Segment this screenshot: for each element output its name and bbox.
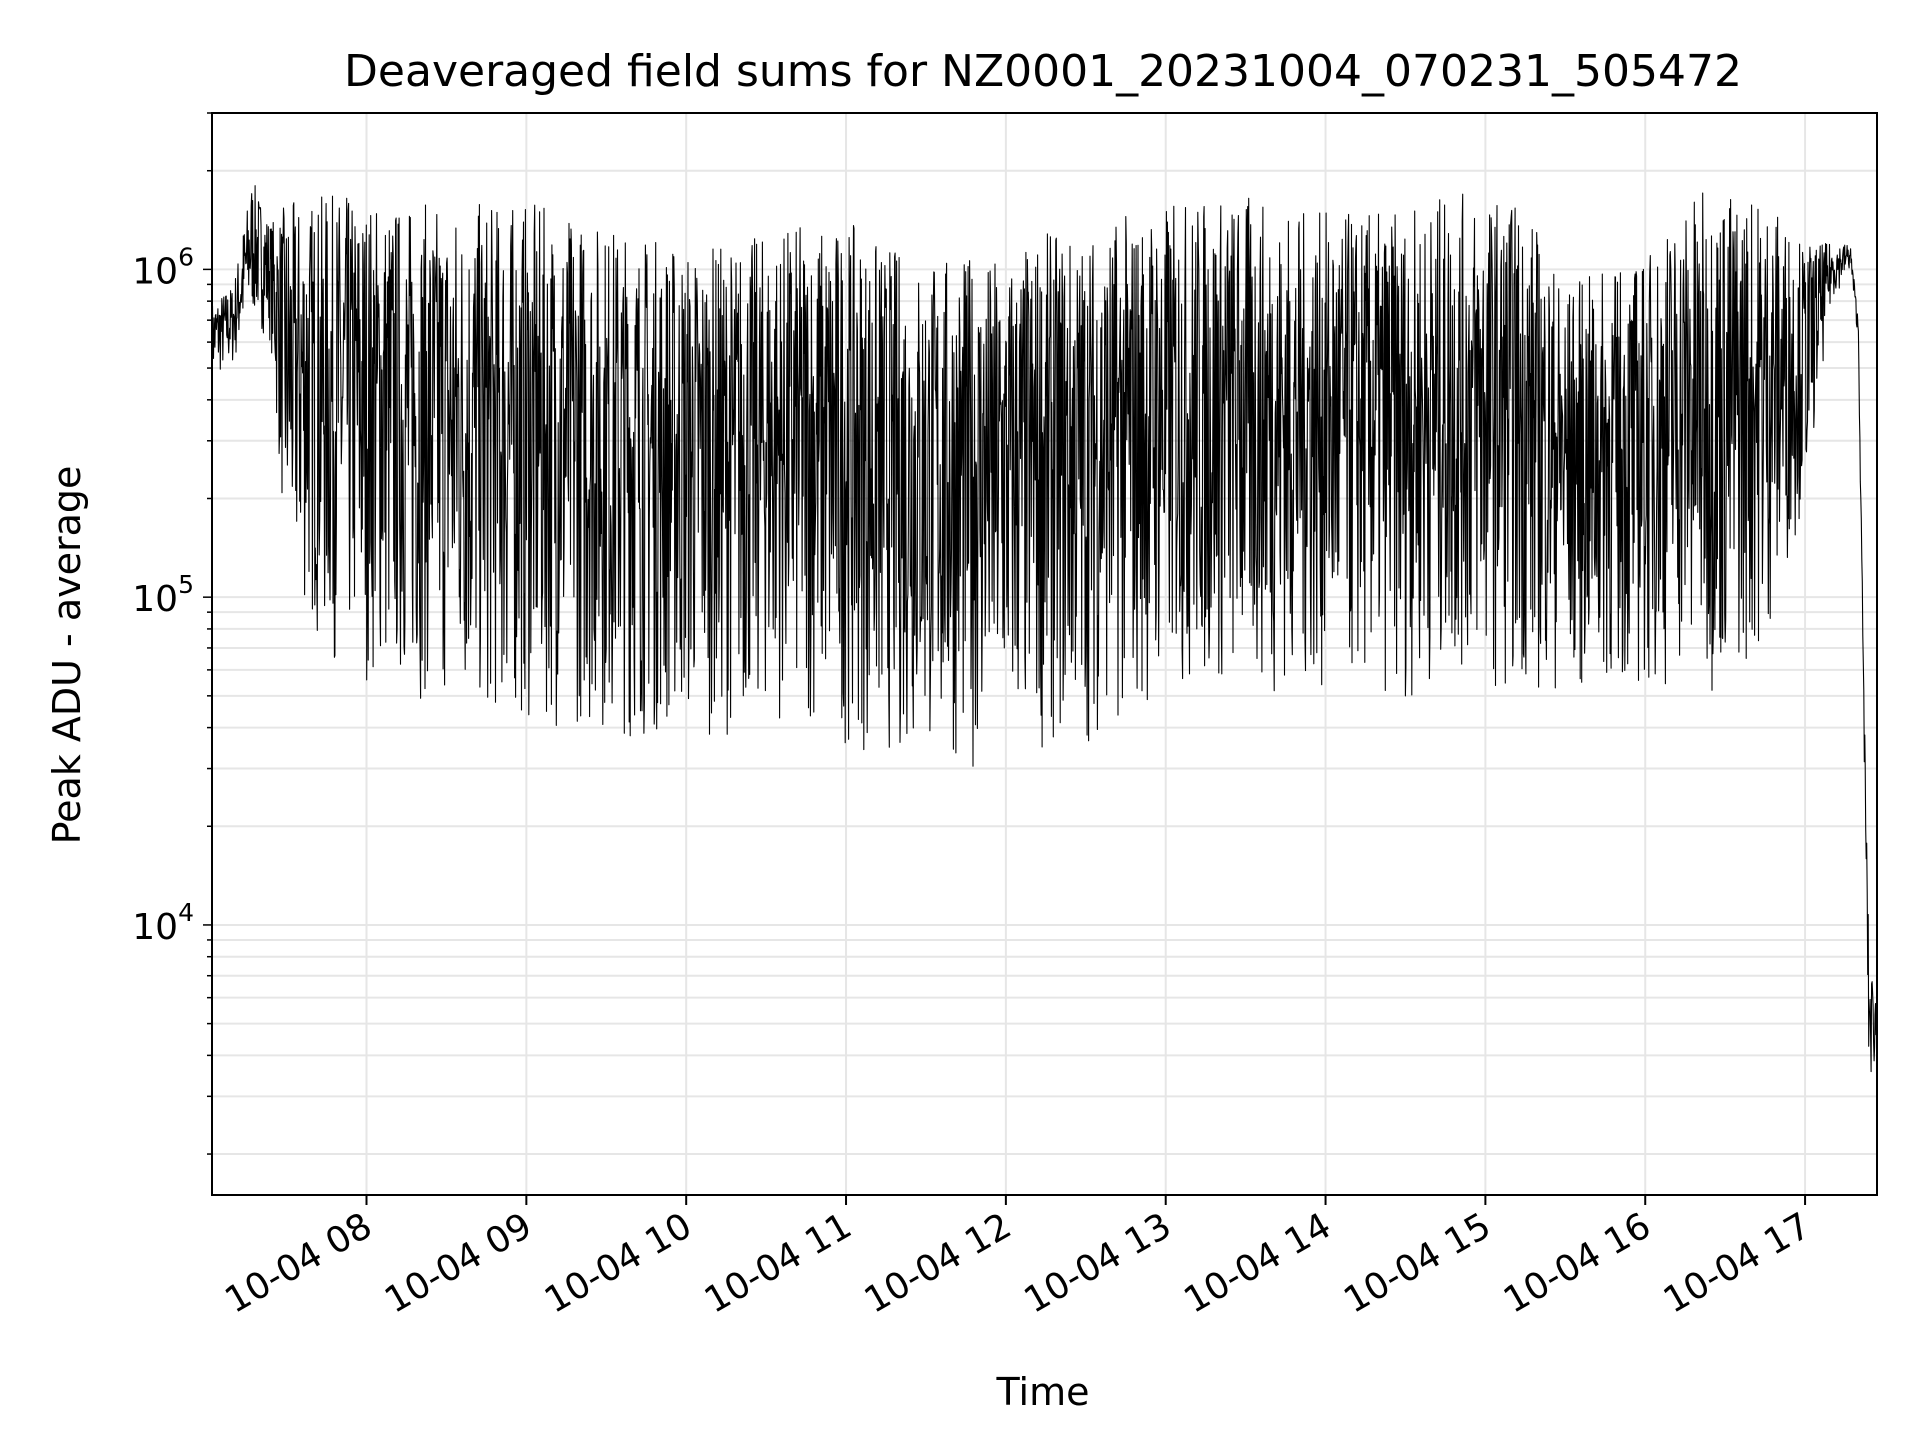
y-axis-label: Peak ADU - average (45, 466, 89, 845)
y-tick-label: 104 (132, 898, 194, 948)
grid (212, 112, 1877, 1195)
plot-frame (211, 112, 1878, 1196)
y-tick-label: 106 (132, 242, 194, 292)
y-tick-label: 105 (132, 570, 194, 620)
series-line (211, 185, 1878, 1073)
chart-title: Deaveraged field sums for NZ0001_2023100… (344, 46, 1742, 97)
data-series (211, 185, 1878, 1073)
x-axis-label: Time (996, 1370, 1090, 1414)
